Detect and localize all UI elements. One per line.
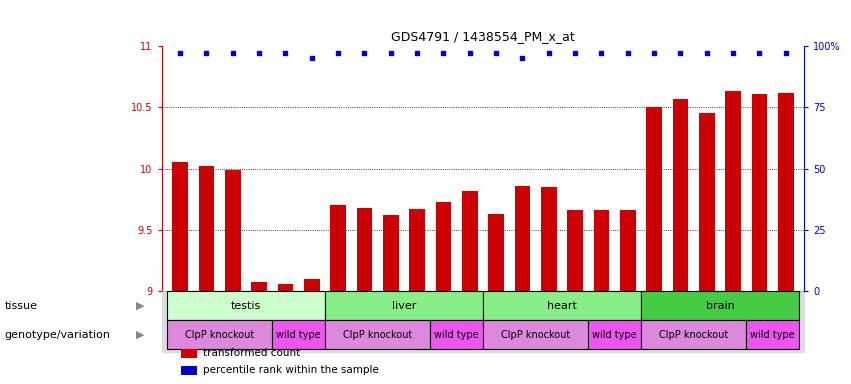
Text: transformed count: transformed count xyxy=(203,348,300,358)
Bar xyxy=(568,210,583,291)
Bar xyxy=(167,291,325,320)
Text: ClpP knockout: ClpP knockout xyxy=(185,329,254,339)
Bar xyxy=(181,349,197,358)
Bar xyxy=(198,166,214,291)
Bar xyxy=(646,107,662,291)
Text: wild type: wild type xyxy=(277,329,321,339)
Text: heart: heart xyxy=(547,301,577,311)
Bar xyxy=(251,283,267,291)
Bar xyxy=(725,91,741,291)
Bar xyxy=(325,291,483,320)
Bar xyxy=(483,291,641,320)
Bar xyxy=(641,291,799,320)
Bar xyxy=(541,187,557,291)
Bar xyxy=(593,210,609,291)
Text: ClpP knockout: ClpP knockout xyxy=(659,329,728,339)
Bar xyxy=(515,186,530,291)
Bar xyxy=(167,320,272,349)
Bar xyxy=(325,320,431,349)
Bar xyxy=(409,209,425,291)
Text: percentile rank within the sample: percentile rank within the sample xyxy=(203,366,380,376)
Text: wild type: wild type xyxy=(592,329,637,339)
Bar xyxy=(162,291,804,353)
Bar xyxy=(272,320,325,349)
Bar xyxy=(330,205,346,291)
Bar xyxy=(225,170,241,291)
Bar xyxy=(588,320,641,349)
Bar xyxy=(436,202,451,291)
Text: testis: testis xyxy=(231,301,261,311)
Bar xyxy=(483,320,588,349)
Bar xyxy=(431,320,483,349)
Bar xyxy=(181,366,197,375)
Bar xyxy=(641,320,746,349)
Text: wild type: wild type xyxy=(751,329,795,339)
Title: GDS4791 / 1438554_PM_x_at: GDS4791 / 1438554_PM_x_at xyxy=(391,30,574,43)
Bar xyxy=(699,113,715,291)
Text: genotype/variation: genotype/variation xyxy=(4,329,111,339)
Bar xyxy=(462,190,477,291)
Bar xyxy=(172,162,188,291)
Text: brain: brain xyxy=(705,301,734,311)
Text: liver: liver xyxy=(391,301,416,311)
Bar xyxy=(488,214,504,291)
Bar xyxy=(778,93,794,291)
Text: ▶: ▶ xyxy=(136,301,145,311)
Bar xyxy=(620,210,636,291)
Text: ClpP knockout: ClpP knockout xyxy=(343,329,412,339)
Bar xyxy=(746,320,799,349)
Bar xyxy=(277,284,294,291)
Bar xyxy=(383,215,398,291)
Text: wild type: wild type xyxy=(434,329,479,339)
Bar xyxy=(304,279,320,291)
Bar xyxy=(672,99,688,291)
Text: ▶: ▶ xyxy=(136,329,145,339)
Text: tissue: tissue xyxy=(4,301,37,311)
Text: ClpP knockout: ClpP knockout xyxy=(501,329,570,339)
Bar xyxy=(357,208,373,291)
Bar xyxy=(751,94,768,291)
